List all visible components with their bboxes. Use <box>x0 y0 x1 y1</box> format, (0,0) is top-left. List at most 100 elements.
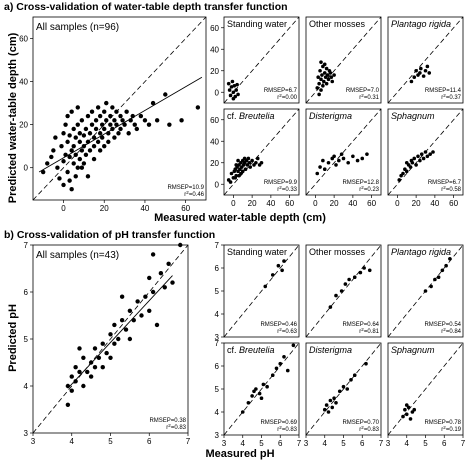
r2-label: r2=0.33 <box>277 185 297 193</box>
data-point <box>285 368 290 373</box>
data-point <box>330 405 335 410</box>
data-point <box>397 178 402 182</box>
data-point <box>112 118 117 123</box>
panel-frame <box>223 16 300 104</box>
data-point <box>322 167 327 171</box>
one-to-one-line <box>387 342 464 436</box>
one-to-one-line <box>223 108 300 196</box>
data-point <box>178 242 183 248</box>
data-point <box>57 176 62 181</box>
data-point <box>122 122 127 127</box>
data-point <box>404 412 409 417</box>
one-to-one-line <box>32 244 189 434</box>
data-point <box>71 143 76 149</box>
data-point <box>179 118 184 123</box>
data-point <box>248 165 253 169</box>
data-point <box>240 410 245 414</box>
data-point <box>332 396 336 401</box>
panel-3: Plantago rigida RMSEP=11.4r2=0.37 <box>387 16 464 104</box>
x-tick-label: 5 <box>423 439 428 448</box>
data-point <box>334 163 338 167</box>
x-tick-label: 40 <box>348 199 357 208</box>
y-tick-label: 6 <box>215 362 220 371</box>
data-point <box>265 384 269 389</box>
data-point <box>263 284 268 289</box>
data-point <box>236 158 240 163</box>
data-point <box>322 407 327 412</box>
data-point <box>431 150 435 154</box>
data-point <box>73 379 78 384</box>
data-point <box>233 176 238 180</box>
data-point <box>412 156 417 161</box>
data-point <box>77 346 82 351</box>
data-point <box>324 81 329 86</box>
data-point <box>231 90 236 95</box>
data-point <box>319 60 323 64</box>
panel-4: 0 20 40 60 0 20 40 60 cf. Breutelia RMSEP=9.9r2=0… <box>210 108 300 208</box>
data-point <box>257 391 262 396</box>
x-tick-label: 60 <box>181 204 190 213</box>
data-point <box>67 133 72 138</box>
data-point <box>147 275 152 281</box>
data-point <box>228 93 233 98</box>
panel-title: Standing water <box>227 247 287 257</box>
data-point <box>364 361 368 366</box>
data-point <box>227 88 232 92</box>
data-point <box>425 64 430 69</box>
data-point <box>127 336 133 342</box>
one-to-one-line <box>305 342 382 436</box>
data-point <box>270 273 275 277</box>
x-tick-label: 7 <box>186 437 191 446</box>
r2-label: r2=0.58 <box>441 185 461 193</box>
one-to-one-line <box>223 244 300 338</box>
section-a-title: a) Cross-validation of water-table depth… <box>4 1 288 13</box>
x-tick-label: 0 <box>313 199 318 208</box>
data-point <box>414 163 418 167</box>
data-point <box>355 158 360 163</box>
data-point <box>322 79 326 84</box>
data-point <box>69 374 74 379</box>
data-point <box>100 122 105 127</box>
panel-1: 0 20 40 60 Standing water RMSEP=6.7r2=0.00 <box>210 16 300 104</box>
data-point <box>120 118 125 123</box>
data-point <box>102 109 107 114</box>
data-point <box>77 156 83 162</box>
data-point <box>119 294 125 299</box>
data-point <box>278 361 283 366</box>
data-point <box>412 75 417 79</box>
data-point <box>328 305 333 309</box>
y-tick-label: 40 <box>19 78 28 87</box>
data-point <box>322 62 327 67</box>
data-point <box>100 365 105 370</box>
data-point <box>324 403 329 407</box>
x-tick-label: 40 <box>430 199 439 208</box>
x-tick-label: 4 <box>323 439 328 448</box>
data-point <box>142 118 148 123</box>
data-point <box>232 84 237 88</box>
y-tick-label: 0 <box>24 164 29 173</box>
data-point <box>97 113 103 119</box>
x-tick-label: 7 <box>297 439 302 448</box>
data-point <box>81 161 87 166</box>
data-point <box>65 139 70 145</box>
y-tick-label: 5 <box>24 335 29 344</box>
y-tick-label: 60 <box>19 35 28 44</box>
data-point <box>77 131 83 136</box>
data-point <box>61 131 66 136</box>
data-point <box>226 81 231 86</box>
data-point <box>83 126 89 132</box>
one-to-one-line <box>305 244 382 338</box>
data-point <box>246 156 251 161</box>
panel-frame <box>387 108 464 196</box>
data-point <box>147 308 152 313</box>
data-point <box>158 271 164 276</box>
data-point <box>63 152 68 157</box>
data-point <box>108 355 113 360</box>
data-point <box>436 275 441 280</box>
data-point <box>85 113 91 119</box>
rmsep-label: RMSEP=0.78 <box>424 420 461 426</box>
